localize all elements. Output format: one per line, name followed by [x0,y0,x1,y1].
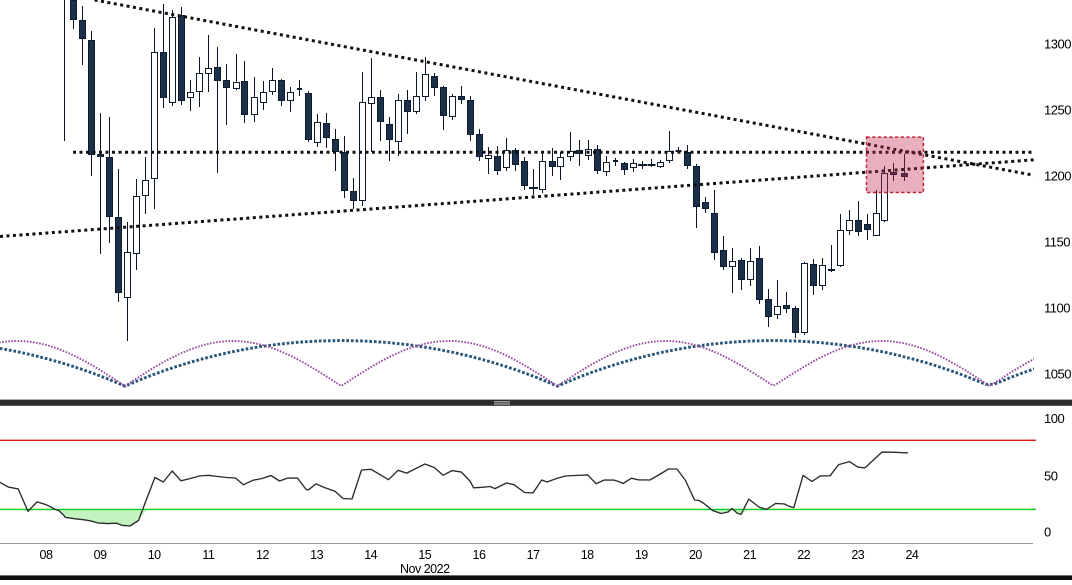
svg-text:22: 22 [797,548,810,562]
svg-text:15: 15 [418,548,431,562]
svg-text:11: 11 [202,548,215,562]
svg-text:Nov 2022: Nov 2022 [400,562,450,576]
svg-text:21: 21 [743,548,756,562]
svg-text:100: 100 [1044,411,1064,426]
svg-text:12: 12 [256,548,269,562]
svg-text:1250: 1250 [1044,102,1071,117]
svg-text:16: 16 [473,548,486,562]
svg-text:1050: 1050 [1044,366,1071,381]
svg-text:08: 08 [40,548,53,562]
svg-text:1200: 1200 [1044,168,1071,183]
svg-text:14: 14 [364,548,377,562]
svg-text:20: 20 [689,548,702,562]
svg-text:19: 19 [635,548,648,562]
svg-text:0: 0 [1044,524,1051,539]
svg-text:1100: 1100 [1044,300,1070,315]
svg-text:13: 13 [310,548,323,562]
svg-text:10: 10 [148,548,161,562]
svg-text:09: 09 [94,548,107,562]
svg-text:17: 17 [527,548,540,562]
svg-text:1150: 1150 [1044,234,1070,249]
svg-text:50: 50 [1044,469,1058,484]
svg-text:18: 18 [581,548,594,562]
svg-text:24: 24 [905,548,918,562]
svg-text:23: 23 [851,548,864,562]
svg-text:1300: 1300 [1044,36,1071,51]
